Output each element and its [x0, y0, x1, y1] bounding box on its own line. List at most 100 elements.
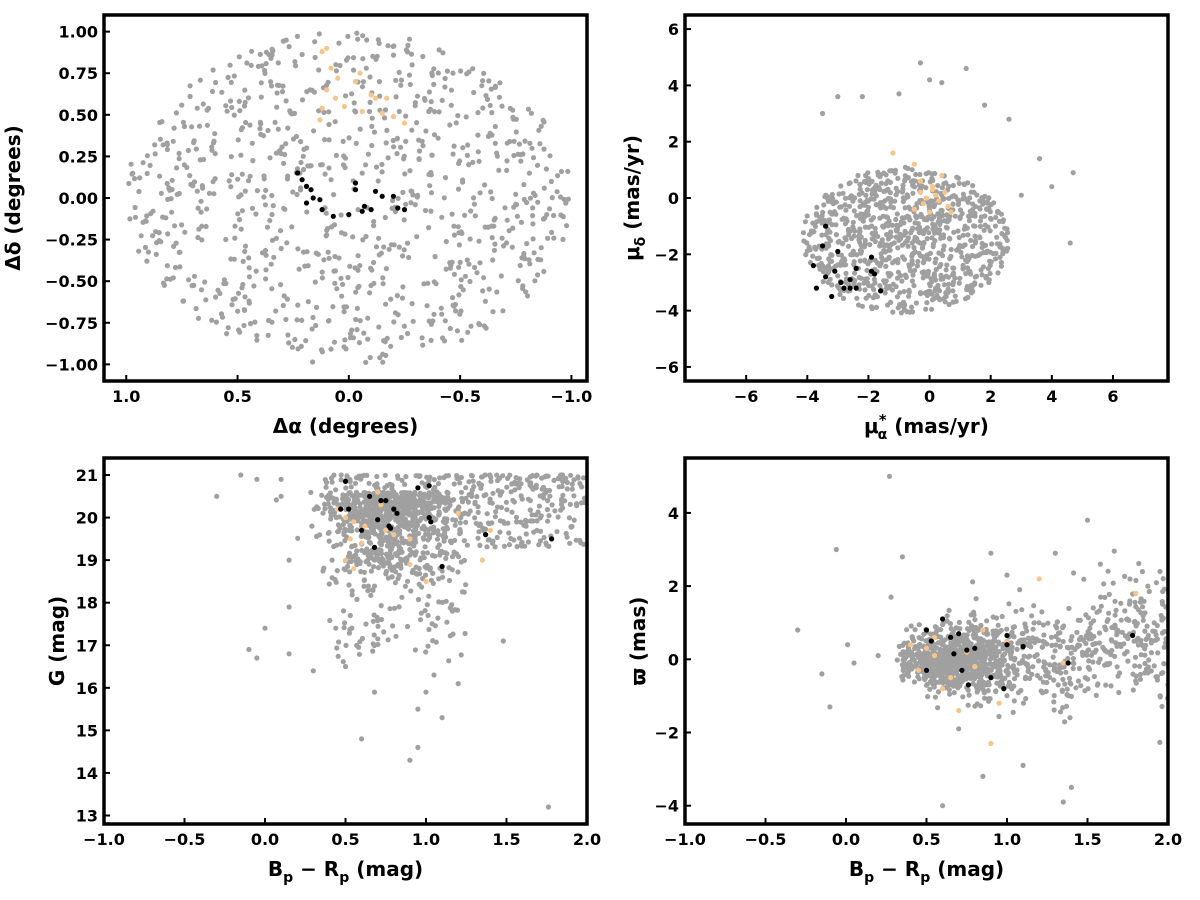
field-star	[394, 293, 400, 299]
field-star	[436, 599, 442, 605]
field-star	[1064, 686, 1070, 692]
field-star	[342, 663, 349, 670]
field-star	[322, 477, 328, 483]
field-star	[511, 152, 517, 159]
field-star	[521, 182, 527, 188]
field-star	[136, 248, 142, 254]
field-star	[1111, 548, 1117, 554]
field-star	[276, 82, 282, 88]
field-star	[223, 103, 229, 109]
field-star	[506, 542, 513, 548]
field-star	[341, 532, 347, 538]
field-star	[265, 332, 271, 338]
field-star	[454, 473, 460, 479]
field-star	[324, 227, 330, 233]
field-star	[954, 640, 961, 646]
field-star	[902, 205, 908, 211]
field-star	[1157, 739, 1163, 746]
field-star	[241, 307, 247, 313]
field-star	[354, 30, 360, 36]
field-star	[401, 153, 407, 159]
field-star	[266, 317, 272, 324]
field-star	[333, 62, 339, 68]
field-star	[450, 70, 456, 76]
field-star	[901, 301, 908, 308]
field-star	[1085, 664, 1091, 671]
field-star	[429, 492, 435, 498]
field-star	[814, 204, 820, 210]
field-star	[286, 44, 292, 50]
field-star	[457, 480, 463, 486]
core-star	[319, 207, 325, 213]
field-star	[536, 542, 542, 548]
field-star	[913, 213, 919, 219]
field-star	[1062, 681, 1068, 687]
field-star	[364, 472, 370, 478]
field-star	[496, 167, 502, 173]
field-star	[857, 258, 863, 264]
field-star	[360, 513, 366, 519]
field-star	[1102, 624, 1108, 630]
field-star	[354, 516, 360, 522]
field-star	[833, 199, 839, 205]
field-star	[331, 543, 337, 550]
field-star	[828, 252, 834, 258]
field-star	[429, 152, 435, 158]
field-star	[485, 520, 491, 526]
field-star	[1007, 681, 1013, 688]
field-star	[238, 226, 244, 232]
field-star	[1027, 653, 1033, 659]
field-star	[893, 216, 899, 223]
field-star	[212, 131, 218, 137]
field-star	[518, 493, 524, 499]
field-star	[545, 498, 551, 504]
field-star	[1096, 640, 1102, 646]
field-star	[425, 537, 431, 543]
field-star	[525, 539, 532, 545]
field-star	[909, 634, 915, 640]
field-star	[269, 192, 275, 199]
field-star	[957, 674, 963, 680]
field-star	[1041, 632, 1047, 638]
field-star	[492, 544, 498, 550]
field-star	[352, 505, 358, 511]
field-star	[480, 105, 486, 111]
field-star	[435, 544, 441, 551]
field-star	[257, 126, 263, 132]
field-star	[923, 306, 929, 312]
field-star	[342, 620, 348, 626]
field-star	[1161, 644, 1167, 650]
field-star	[987, 228, 993, 234]
field-star	[574, 501, 580, 507]
field-star	[902, 177, 908, 183]
field-star	[393, 517, 399, 523]
field-star	[157, 173, 163, 179]
field-star	[239, 125, 245, 131]
field-star	[371, 689, 378, 695]
field-star	[906, 673, 912, 679]
field-star	[997, 668, 1003, 674]
field-star	[1056, 665, 1063, 672]
field-star	[333, 152, 339, 158]
field-star	[331, 192, 337, 198]
field-star	[247, 173, 253, 179]
field-star	[431, 477, 437, 483]
field-star	[431, 132, 438, 138]
field-star	[950, 282, 956, 288]
field-star	[308, 489, 314, 495]
field-star	[455, 113, 461, 119]
field-star	[895, 245, 901, 251]
core-star	[352, 180, 359, 186]
field-star	[507, 138, 513, 145]
field-star	[541, 185, 547, 191]
field-star	[904, 238, 910, 244]
field-star	[532, 278, 538, 284]
field-star	[277, 228, 284, 234]
field-star	[239, 171, 245, 177]
field-star	[361, 583, 367, 589]
field-star	[816, 262, 822, 268]
field-star	[1091, 673, 1097, 680]
halo-star	[942, 189, 948, 195]
field-star	[503, 499, 509, 505]
field-star	[254, 188, 260, 194]
